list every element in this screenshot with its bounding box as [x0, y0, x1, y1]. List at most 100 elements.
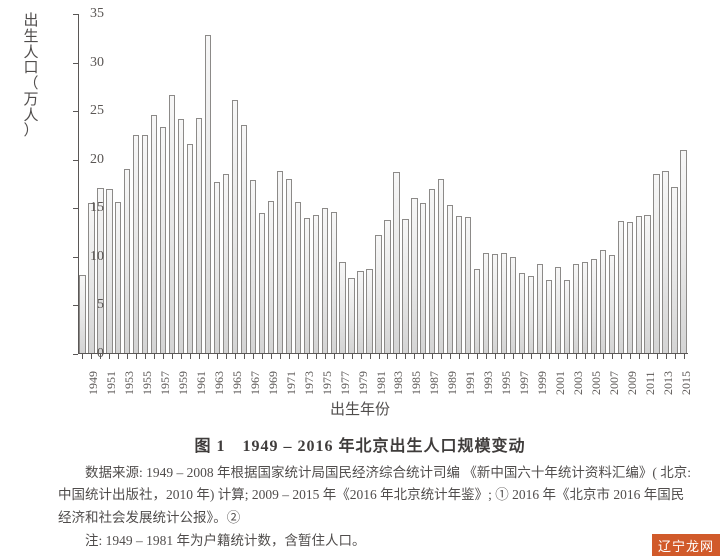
bar — [662, 171, 668, 354]
bar — [115, 202, 121, 355]
x-tick-mark — [343, 354, 344, 359]
bar — [322, 208, 328, 354]
bar — [196, 118, 202, 354]
x-tick-label: 1987 — [427, 371, 442, 395]
x-tick-mark — [370, 354, 371, 359]
bar — [295, 202, 301, 355]
y-tick-label: 25 — [74, 103, 104, 119]
x-tick-mark — [621, 354, 622, 359]
x-tick-mark — [576, 354, 577, 359]
x-tick-label: 1963 — [212, 371, 227, 395]
x-tick-label: 2009 — [625, 371, 640, 395]
bar — [411, 198, 417, 354]
x-tick-mark — [567, 354, 568, 359]
x-tick-mark — [334, 354, 335, 359]
x-tick-mark — [387, 354, 388, 359]
bar — [384, 220, 390, 354]
bar — [483, 253, 489, 354]
y-tick-mark — [73, 305, 78, 306]
x-tick-mark — [459, 354, 460, 359]
bar — [636, 216, 642, 354]
x-tick-mark — [396, 354, 397, 359]
bar — [555, 267, 561, 354]
x-tick-label: 1989 — [445, 371, 460, 395]
x-tick-mark — [468, 354, 469, 359]
bar — [600, 250, 606, 354]
bar — [537, 264, 543, 354]
x-tick-mark — [585, 354, 586, 359]
bar — [331, 212, 337, 354]
x-tick-mark — [118, 354, 119, 359]
x-tick-mark — [136, 354, 137, 359]
bar — [205, 35, 211, 354]
x-tick-label: 1995 — [499, 371, 514, 395]
bar — [259, 213, 265, 354]
x-tick-mark — [549, 354, 550, 359]
bar — [106, 189, 112, 354]
x-tick-label: 1997 — [517, 371, 532, 395]
bar — [671, 187, 677, 354]
x-tick-label: 1961 — [194, 371, 209, 395]
x-tick-mark — [253, 354, 254, 359]
x-tick-mark — [414, 354, 415, 359]
bar — [644, 215, 650, 354]
bar — [160, 127, 166, 354]
chart-plot-area — [78, 14, 688, 354]
x-tick-mark — [163, 354, 164, 359]
x-tick-mark — [594, 354, 595, 359]
bar — [357, 271, 363, 354]
x-tick-mark — [675, 354, 676, 359]
bar — [429, 189, 435, 354]
x-tick-mark — [477, 354, 478, 359]
x-tick-mark — [495, 354, 496, 359]
x-tick-mark — [504, 354, 505, 359]
x-tick-mark — [280, 354, 281, 359]
bar — [402, 219, 408, 354]
bar — [438, 179, 444, 354]
x-tick-label: 2015 — [679, 371, 694, 395]
x-tick-mark — [361, 354, 362, 359]
bar — [501, 253, 507, 354]
x-tick-label: 1973 — [302, 371, 317, 395]
bar — [339, 262, 345, 354]
bar — [492, 254, 498, 354]
x-tick-mark — [540, 354, 541, 359]
x-tick-mark — [82, 354, 83, 359]
bar — [214, 182, 220, 354]
bar — [142, 135, 148, 354]
x-tick-mark — [226, 354, 227, 359]
x-tick-label: 2007 — [607, 371, 622, 395]
x-tick-mark — [666, 354, 667, 359]
bar — [313, 215, 319, 354]
y-axis-label: 出生人口（万人） — [22, 14, 40, 140]
x-tick-label: 2003 — [571, 371, 586, 395]
x-tick-mark — [307, 354, 308, 359]
x-tick-label: 1957 — [158, 371, 173, 395]
x-tick-mark — [235, 354, 236, 359]
x-tick-label: 1999 — [535, 371, 550, 395]
bar — [653, 174, 659, 354]
x-tick-mark — [217, 354, 218, 359]
x-tick-label: 1969 — [266, 371, 281, 395]
y-tick-mark — [73, 111, 78, 112]
x-tick-label: 1955 — [140, 371, 155, 395]
x-tick-mark — [262, 354, 263, 359]
bar — [375, 235, 381, 354]
x-tick-label: 1965 — [230, 371, 245, 395]
bar — [151, 115, 157, 354]
x-tick-label: 1985 — [409, 371, 424, 395]
y-tick-label: 15 — [74, 200, 104, 216]
x-axis-label: 出生年份 — [0, 398, 720, 419]
y-tick-mark — [73, 354, 78, 355]
bar — [286, 179, 292, 354]
x-tick-mark — [639, 354, 640, 359]
x-tick-label: 1983 — [391, 371, 406, 395]
bar — [564, 280, 570, 354]
x-tick-mark — [316, 354, 317, 359]
bar — [627, 222, 633, 354]
x-tick-label: 1979 — [356, 371, 371, 395]
y-tick-label: 10 — [74, 249, 104, 265]
bars-container — [78, 14, 688, 354]
y-tick-label: 30 — [74, 55, 104, 71]
x-tick-mark — [450, 354, 451, 359]
